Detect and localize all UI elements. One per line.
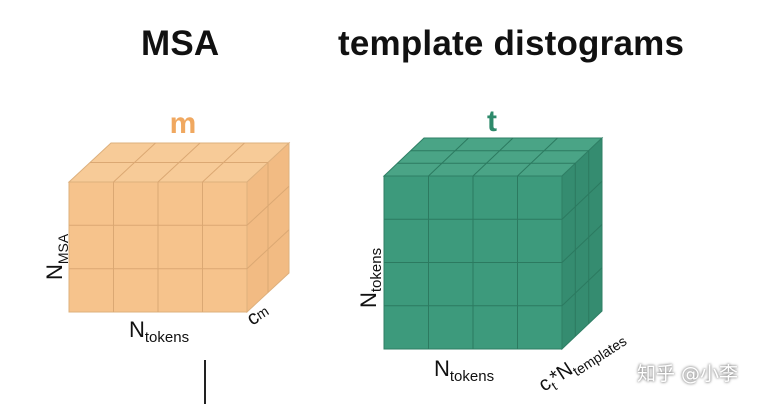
template-depth-label-sub: templates (570, 333, 630, 379)
msa-width-label: Ntokens (129, 317, 189, 346)
template-width-label-main: N (434, 356, 450, 381)
msa-height-label-main: N (42, 264, 67, 280)
template-height-label-sub: tokens (368, 248, 385, 292)
msa-width-label-main: N (129, 317, 145, 342)
msa-height-label: NMSA (42, 233, 71, 280)
msa-symbol-m: m (170, 107, 197, 140)
svg-text:NMSA: NMSA (42, 233, 71, 280)
template-height-label-main: N (356, 292, 381, 308)
msa-cube (67, 141, 291, 314)
template-depth-label-c-sub: t (549, 379, 561, 394)
svg-text:Ntokens: Ntokens (356, 248, 385, 308)
msa-title: MSA (141, 24, 220, 63)
template-cube-grid (384, 137, 603, 349)
template-width-label-sub: tokens (450, 368, 494, 385)
template-width-label: Ntokens (434, 356, 494, 385)
template-height-label: Ntokens (356, 248, 385, 308)
msa-cube-grid (69, 142, 290, 312)
template-cube (382, 136, 604, 351)
watermark: 知乎 @小李 (637, 363, 739, 385)
msa-height-label-sub: MSA (55, 233, 71, 264)
template-symbol-t: t (487, 105, 497, 138)
msa-width-label-sub: tokens (145, 329, 189, 346)
template-distograms-title: template distograms (338, 24, 685, 63)
